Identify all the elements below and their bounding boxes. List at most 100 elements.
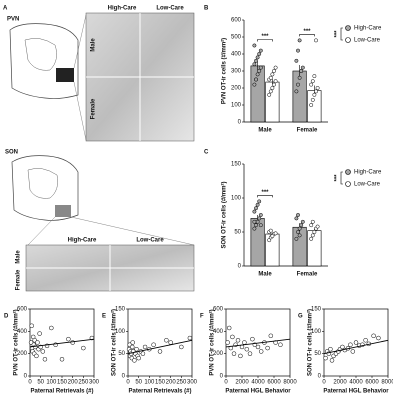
x-tick-label: 200 (166, 380, 177, 386)
data-point (350, 349, 356, 354)
data-point (273, 65, 278, 70)
y-tick-label: 200 (231, 86, 242, 92)
y-tick-label: 100 (231, 103, 242, 109)
data-point (257, 216, 262, 221)
y-tick-label: 0 (238, 264, 242, 270)
x-tick-label: 300 (187, 380, 198, 386)
data-point (315, 224, 320, 229)
annotation: *** (335, 174, 341, 182)
annotation: *** (303, 29, 311, 35)
data-point (340, 344, 345, 350)
y-tick-label: 150 (231, 162, 242, 168)
data-point (314, 38, 318, 43)
data-point (136, 355, 141, 361)
significance-bracket (257, 195, 273, 198)
row-label: Female (91, 98, 97, 119)
data-point (296, 230, 300, 234)
x-tick-label: 8000 (381, 380, 393, 386)
zoom-line (73, 14, 87, 69)
data-point (371, 333, 376, 339)
row-label: Male (16, 250, 22, 264)
data-point (299, 69, 304, 73)
x-tick-label: Male (258, 272, 272, 278)
brain-outline (9, 23, 79, 99)
data-point (296, 82, 300, 87)
data-point (252, 219, 257, 224)
x-axis-label: Paternal Retrievals (#) (30, 389, 93, 395)
x-tick-label: 50 (37, 380, 44, 386)
x-tick-label: 0 (126, 380, 130, 386)
y-tick-label: 500 (231, 35, 242, 41)
annotation: *** (261, 34, 269, 40)
y-tick-label: 600 (231, 18, 242, 24)
x-tick-label: 6000 (365, 380, 379, 386)
legend-label: High-Care (354, 26, 382, 32)
data-point (296, 48, 300, 53)
x-tick-label: 0 (322, 380, 326, 386)
y-tick-label: 400 (213, 329, 224, 335)
y-tick-label: 100 (115, 329, 126, 335)
data-point (70, 340, 75, 345)
y-tick-label: 50 (234, 230, 241, 236)
zoom-line (27, 216, 56, 246)
x-tick-label: 150 (155, 380, 166, 386)
data-point (300, 219, 305, 224)
data-point (254, 223, 258, 228)
y-tick-label: 0 (238, 120, 242, 126)
data-point (270, 234, 275, 239)
x-tick-label: 0 (28, 380, 32, 386)
data-point (257, 69, 262, 73)
data-point (40, 349, 46, 354)
y-tick-label: 150 (115, 307, 126, 313)
data-point (252, 226, 257, 231)
data-point (179, 344, 184, 350)
data-point (300, 65, 305, 70)
data-point (252, 62, 257, 67)
data-point (132, 358, 137, 363)
data-point (348, 342, 353, 347)
x-tick-label: 8000 (283, 380, 297, 386)
data-point (257, 199, 262, 204)
data-point (310, 97, 315, 102)
data-point (140, 351, 146, 356)
trend-line (29, 338, 95, 348)
data-point (130, 340, 135, 345)
data-point (252, 209, 257, 214)
data-point (235, 338, 241, 343)
data-point (310, 79, 315, 84)
data-point (309, 223, 314, 228)
trend-line (127, 339, 193, 355)
data-point (309, 82, 314, 87)
data-point (252, 82, 257, 87)
data-point (297, 38, 302, 43)
data-point (309, 236, 314, 241)
y-axis-label: PVN OT-ir cells (#/mm²) (221, 38, 228, 104)
data-point (226, 325, 232, 331)
data-point (310, 219, 315, 224)
data-point (258, 223, 263, 228)
legend-marker (345, 181, 351, 187)
legend-label: High-Care (354, 170, 382, 176)
data-point (323, 355, 328, 361)
x-tick-label: 4000 (349, 380, 363, 386)
data-point (294, 89, 299, 94)
data-point (268, 228, 273, 233)
data-point (34, 353, 39, 359)
x-tick-label: Female (297, 128, 318, 134)
x-tick-label: 4000 (251, 380, 265, 386)
x-axis-label: Paternal Retrievals (#) (128, 389, 191, 395)
x-tick-label: 100 (46, 380, 57, 386)
data-point (258, 65, 263, 70)
y-tick-label: 300 (231, 69, 242, 75)
data-point (258, 213, 263, 217)
data-point (35, 340, 40, 345)
y-tick-label: 600 (213, 307, 224, 313)
data-point (309, 103, 314, 107)
significance-bracket (340, 171, 343, 185)
panel-letter: D (4, 314, 9, 320)
data-point (376, 335, 381, 341)
data-point (329, 358, 335, 363)
panel-letter: A (3, 6, 8, 12)
column-label: Low-Care (156, 6, 184, 12)
